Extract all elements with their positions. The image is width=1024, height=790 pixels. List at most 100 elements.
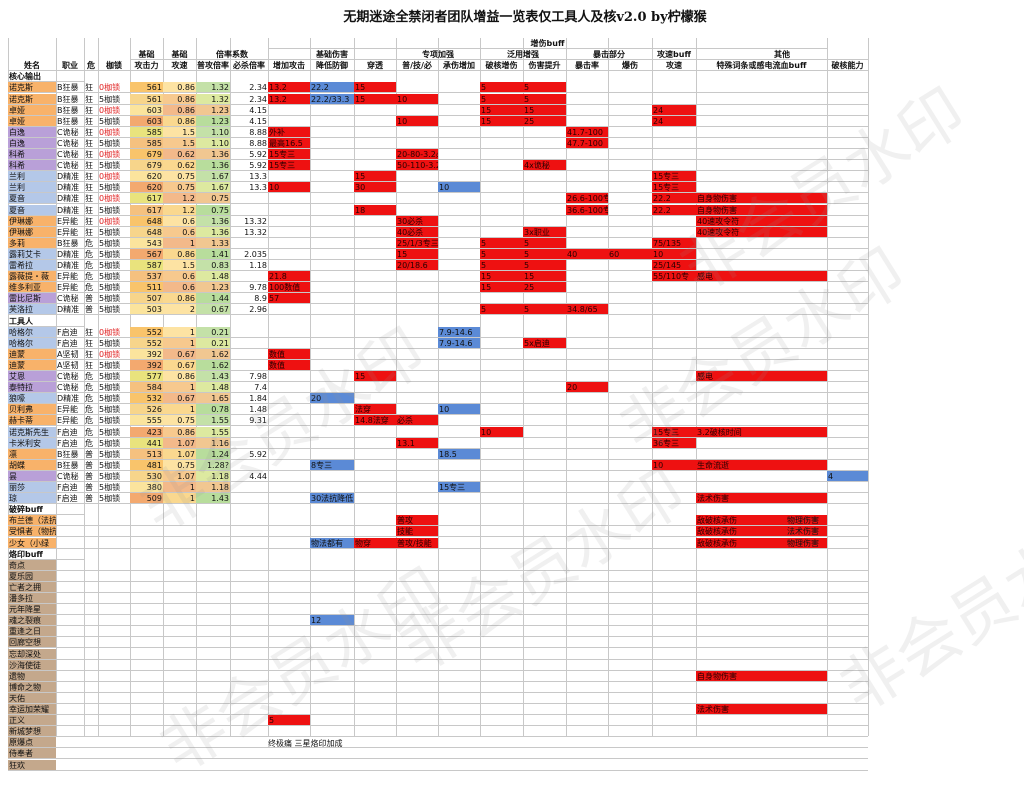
core-cell: 1.23 [196,282,230,294]
tool-cell [523,460,566,471]
imprint-cell [56,571,84,582]
tool-cell [438,415,480,427]
core-cell: 5枷锁 [98,260,130,272]
core-cell [354,227,396,238]
imprint-cell [230,560,268,571]
imprint-cell [56,637,84,649]
core-name: 夏音 [8,204,56,216]
tool-cell: 数值 [268,348,310,360]
imprint-cell [523,560,566,571]
core-cell [268,260,310,272]
core-cell: 648 [130,215,163,227]
core-cell: 5枷锁 [98,304,130,316]
imprint-name: 魂之裂痕 [8,615,56,627]
core-cell: B狂暴 [56,94,84,105]
imprint-cell [652,593,696,605]
imprint-cell [523,582,566,593]
core-cell: 5枷锁 [98,182,130,194]
core-cell: D精准 [56,182,84,194]
tool-cell: 0.75 [163,459,196,471]
core-cell [396,193,438,205]
core-cell: 10 [438,182,480,194]
tool-cell [523,393,566,405]
core-cell: 狂 [84,116,98,127]
imprint-name: 亡者之拥 [8,581,56,593]
core-cell [268,227,310,238]
core-cell: 21.8 [268,271,310,283]
core-cell [827,160,868,172]
tool-cell: 532 [130,393,163,405]
imprint-cell [196,604,230,616]
break-cell [163,526,196,538]
imprint-cell [98,693,130,704]
tool-cell: F启迪 [56,482,84,494]
core-cell: 5枷锁 [98,238,130,249]
imprint-cell [163,682,196,693]
tool-name: 丽莎 [8,482,56,494]
imprint-cell [98,560,130,571]
tool-cell [396,349,438,360]
tool-cell [310,327,354,338]
tool-cell [438,393,480,405]
imprint-cell [608,693,652,704]
tool-cell [438,371,480,383]
core-cell [827,282,868,294]
core-cell: 0.6 [163,226,196,238]
section-tools: 工具人 [8,316,84,327]
core-cell: 15 [480,104,523,116]
imprint-cell [438,560,480,571]
core-cell [566,171,608,183]
imprint-cell [438,604,480,616]
column-header: 爆伤 [608,60,652,72]
tool-cell [480,493,523,505]
imprint-cell [696,682,827,693]
tool-cell: 1.16 [196,437,230,449]
tool-name: 艾恩 [8,371,56,383]
column-header: 增加攻击 [268,60,310,72]
imprint-cell [523,715,566,727]
break-cell: 物法都有 [310,537,354,549]
imprint-cell [608,760,652,771]
header1-cell: 专项加强 [396,49,480,61]
tool-cell: 552 [130,326,163,338]
imprint-cell [196,582,230,593]
break-cell [56,526,84,538]
tool-cell [354,382,396,394]
imprint-cell [827,726,868,738]
imprint-cell [438,593,480,605]
tool-cell [230,338,268,349]
tool-cell [652,471,696,482]
tool-cell [566,471,608,482]
core-cell [608,82,652,94]
core-cell: 13.3 [230,171,268,183]
tool-cell: F启迪 [56,493,84,505]
core-cell: 狂 [84,227,98,238]
tool-cell [523,371,566,383]
imprint-cell [523,626,566,638]
imprint-cell [230,593,268,605]
imprint-name: 幸运加荣耀 [8,704,56,716]
imprint-cell [130,748,163,760]
core-cell: 0.86 [163,293,196,305]
imprint-name: 正义 [8,715,56,727]
tool-cell [268,338,310,349]
tool-cell: 5枷锁 [98,360,130,371]
tool-cell [608,415,652,427]
core-cell [827,216,868,227]
tool-cell: 7.98 [230,371,268,383]
core-cell: 0.62 [163,149,196,161]
core-cell [608,127,652,138]
core-cell [566,105,608,116]
imprint-cell [354,704,396,716]
tool-cell [566,493,608,505]
imprint-cell [438,726,480,738]
imprint-cell [652,649,696,660]
imprint-cell [98,737,130,749]
imprint-cell [163,582,196,593]
tool-cell [438,493,480,505]
tool-cell: 法穿 [354,404,396,416]
core-cell: 0.86 [163,104,196,116]
imprint-cell [56,560,84,571]
grid-vline [523,38,524,736]
core-cell [230,193,268,205]
